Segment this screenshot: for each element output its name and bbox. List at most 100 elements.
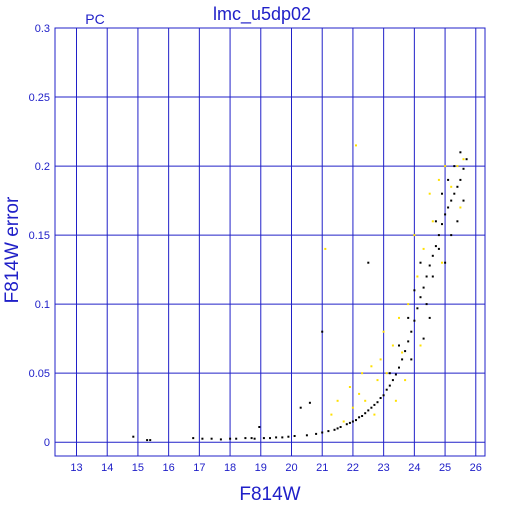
data-point xyxy=(348,421,351,424)
data-point xyxy=(262,437,265,440)
data-point xyxy=(373,403,376,406)
corner-label: PC xyxy=(85,11,104,27)
x-tick-label: 24 xyxy=(408,462,420,474)
flagged-data-point xyxy=(416,275,419,278)
axis-ticks: 13 14 15 16 17 18 19 20 21 22 23 24 25 26 0 0.05 0.1 0.15… xyxy=(29,23,482,474)
data-point xyxy=(132,435,135,438)
x-tick-label: 22 xyxy=(347,462,359,474)
data-point xyxy=(358,416,361,419)
flagged-data-point xyxy=(382,330,385,333)
data-point xyxy=(462,199,465,202)
data-point xyxy=(437,247,440,250)
data-point xyxy=(428,264,431,267)
data-point xyxy=(336,427,339,430)
data-point xyxy=(419,296,422,299)
data-point xyxy=(398,366,400,369)
data-point xyxy=(404,350,407,353)
x-tick-label: 13 xyxy=(70,462,82,474)
y-tick-label: 0 xyxy=(44,437,50,449)
x-tick-label: 23 xyxy=(378,462,390,474)
data-point xyxy=(244,437,247,440)
flagged-data-point xyxy=(361,372,364,375)
data-point xyxy=(450,199,453,202)
data-point xyxy=(428,316,431,319)
flagged-data-point xyxy=(419,344,422,347)
flagged-data-point xyxy=(407,303,410,306)
y-tick-label: 0.15 xyxy=(29,230,50,242)
flagged-data-point xyxy=(355,144,357,147)
data-point xyxy=(441,192,443,195)
data-point xyxy=(422,337,425,340)
data-point xyxy=(441,223,443,226)
flagged-data-point xyxy=(413,234,416,237)
data-point xyxy=(345,423,348,426)
data-point xyxy=(419,261,422,264)
data-point xyxy=(192,437,195,440)
data-point xyxy=(333,428,336,431)
data-point xyxy=(367,261,370,264)
data-point xyxy=(388,372,391,375)
flagged-data-point xyxy=(379,358,382,361)
flagged-data-point xyxy=(376,379,379,382)
data-point xyxy=(315,432,318,435)
data-point xyxy=(447,178,450,181)
data-point xyxy=(149,439,152,442)
data-point xyxy=(465,158,468,161)
x-tick-label: 14 xyxy=(101,462,113,474)
x-tick-label: 16 xyxy=(163,462,175,474)
x-tick-label: 26 xyxy=(470,462,482,474)
data-point xyxy=(250,437,253,440)
data-point xyxy=(456,220,459,223)
data-point xyxy=(269,437,271,440)
data-point xyxy=(385,388,388,391)
data-point xyxy=(459,178,462,181)
data-point xyxy=(253,437,256,440)
flagged-data-point xyxy=(385,372,388,375)
flagged-data-point xyxy=(358,392,361,395)
data-point xyxy=(382,394,385,397)
x-tick-label: 17 xyxy=(193,462,205,474)
data-point xyxy=(453,192,456,195)
data-point xyxy=(305,434,308,437)
data-point xyxy=(413,319,416,322)
data-point xyxy=(422,286,425,289)
y-tick-label: 0.2 xyxy=(35,161,50,173)
flagged-data-point xyxy=(398,316,400,319)
flagged-data-point xyxy=(351,406,354,409)
y-axis-label: F814W error xyxy=(2,196,23,303)
data-point xyxy=(275,436,278,439)
x-tick-label: 18 xyxy=(224,462,236,474)
x-tick-label: 21 xyxy=(316,462,328,474)
flagged-data-point xyxy=(330,413,333,416)
flagged-data-point xyxy=(450,185,453,188)
data-point xyxy=(425,303,428,306)
flagged-data-point xyxy=(404,379,407,382)
data-point xyxy=(462,167,465,170)
data-point xyxy=(453,165,456,168)
data-point xyxy=(379,397,382,399)
data-point xyxy=(394,373,397,376)
data-point xyxy=(367,409,370,412)
y-tick-label: 0.05 xyxy=(29,368,50,380)
data-point xyxy=(410,358,413,361)
data-point xyxy=(376,401,379,404)
chart-title: lmc_u5dp02 xyxy=(213,4,311,25)
flagged-data-point xyxy=(370,365,373,368)
flagged-data-point xyxy=(456,165,459,168)
flagged-data-point xyxy=(441,261,443,264)
x-axis-label: F814W xyxy=(239,484,300,505)
data-point xyxy=(321,330,324,333)
data-point xyxy=(407,340,410,343)
data-point xyxy=(388,384,391,387)
flagged-data-point xyxy=(324,247,327,250)
x-tick-label: 19 xyxy=(255,462,267,474)
data-point xyxy=(258,426,261,428)
data-point xyxy=(444,213,447,216)
data-point xyxy=(210,437,213,440)
y-tick-label: 0.3 xyxy=(35,23,50,35)
data-point xyxy=(339,426,342,428)
data-point xyxy=(407,316,410,319)
data-point xyxy=(281,436,284,439)
